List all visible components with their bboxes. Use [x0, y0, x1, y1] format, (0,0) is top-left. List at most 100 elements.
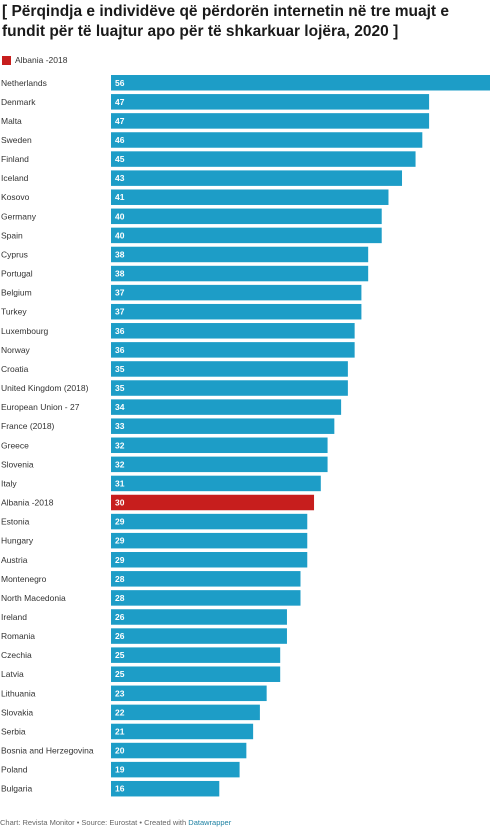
bar-value-label: 35	[115, 364, 125, 374]
category-label: Poland	[1, 765, 28, 775]
bar-value-label: 26	[115, 612, 125, 622]
bar-value-label: 45	[115, 154, 125, 164]
bar	[111, 647, 281, 663]
bar-value-label: 28	[115, 574, 125, 584]
category-label: Norway	[1, 345, 31, 355]
bar	[111, 323, 355, 339]
bar-value-label: 43	[115, 173, 125, 183]
category-label: Cyprus	[1, 249, 28, 259]
bar	[111, 475, 321, 492]
bar	[111, 513, 308, 530]
footer-separator: •	[74, 818, 82, 827]
bar-value-label: 34	[115, 402, 125, 412]
legend-swatch	[2, 55, 11, 65]
category-label: Iceland	[1, 173, 29, 183]
bar	[111, 170, 403, 186]
bar	[111, 246, 369, 263]
bar-value-label: 56	[115, 78, 125, 88]
category-label: Albania -2018	[1, 498, 54, 508]
bar	[111, 303, 362, 320]
bar-value-label: 29	[115, 536, 125, 546]
bar	[111, 723, 254, 740]
category-label: Slovenia	[1, 459, 34, 469]
category-label: Romania	[1, 631, 35, 641]
category-label: Portugal	[1, 269, 33, 279]
category-label: Turkey	[1, 307, 27, 317]
bar	[111, 761, 240, 778]
bar	[111, 380, 348, 396]
bar-value-label: 23	[115, 688, 125, 698]
category-label: Slovakia	[1, 707, 33, 717]
legend-label: Albania -2018	[15, 55, 68, 65]
bar	[111, 609, 287, 625]
bar-value-label: 31	[115, 478, 125, 488]
bar-value-label: 47	[115, 116, 125, 126]
category-label: Bosnia and Herzegovina	[1, 746, 94, 756]
datawrapper-link[interactable]: Datawrapper	[188, 818, 232, 827]
category-label: Lithuania	[1, 688, 36, 698]
bar-highlight	[111, 494, 315, 511]
bar	[111, 418, 335, 434]
bar-value-label: 28	[115, 593, 125, 603]
bar	[111, 742, 247, 759]
bar-value-label: 21	[115, 726, 125, 736]
bar-value-label: 25	[115, 650, 125, 660]
bar	[111, 342, 355, 358]
bar-value-label: 30	[115, 498, 125, 508]
bar-value-label: 22	[115, 707, 125, 717]
category-label: Kosovo	[1, 192, 30, 202]
category-label: Hungary	[1, 536, 34, 546]
bar	[111, 780, 220, 797]
footer-chart-credit: Chart: Revista Monitor	[0, 818, 75, 827]
bar-value-label: 32	[115, 459, 125, 469]
chart-title: [ Përqindja e individëve që përdorën int…	[2, 3, 450, 40]
bar	[111, 151, 416, 167]
bar	[111, 361, 348, 377]
bar-value-label: 36	[115, 345, 125, 355]
category-label: Spain	[1, 230, 23, 240]
bar-value-label: 38	[115, 249, 125, 259]
category-label: Ireland	[1, 612, 27, 622]
category-label: United Kingdom (2018)	[1, 383, 89, 393]
category-label: Belgium	[1, 288, 32, 298]
category-label: Netherlands	[1, 78, 47, 88]
bar-value-label: 32	[115, 440, 125, 450]
category-label: North Macedonia	[1, 593, 66, 603]
category-label: France (2018)	[1, 421, 55, 431]
bar-value-label: 25	[115, 669, 125, 679]
bar-value-label: 16	[115, 784, 125, 794]
category-label: Czechia	[1, 650, 32, 660]
bar	[111, 532, 308, 549]
bar-value-label: 41	[115, 192, 125, 202]
category-label: Greece	[1, 440, 29, 450]
bar	[111, 685, 267, 702]
category-label: Bulgaria	[1, 784, 32, 794]
bar	[111, 704, 260, 721]
bar	[111, 265, 369, 282]
category-label: Austria	[1, 555, 28, 565]
bar-value-label: 29	[115, 517, 125, 527]
category-label: Latvia	[1, 669, 24, 679]
bar	[111, 94, 430, 110]
bar-value-label: 38	[115, 269, 125, 279]
bar-value-label: 37	[115, 288, 125, 298]
category-label: Malta	[1, 116, 22, 126]
category-label: Sweden	[1, 135, 32, 145]
bar-value-label: 46	[115, 135, 125, 145]
category-label: Croatia	[1, 364, 29, 374]
bar-value-label: 33	[115, 421, 125, 431]
bar-value-label: 37	[115, 307, 125, 317]
bar	[111, 456, 328, 473]
category-label: Luxembourg	[1, 326, 49, 336]
category-label: Italy	[1, 478, 17, 488]
category-label: Montenegro	[1, 574, 47, 584]
bar	[111, 189, 389, 205]
category-label: European Union - 27	[1, 402, 80, 412]
bar	[111, 628, 287, 644]
bar-value-label: 47	[115, 97, 125, 107]
footer-created-with: Created with	[144, 818, 187, 827]
bar-value-label: 20	[115, 746, 125, 756]
footer-source: Source: Eurostat	[81, 818, 138, 827]
bar-value-label: 19	[115, 765, 125, 775]
